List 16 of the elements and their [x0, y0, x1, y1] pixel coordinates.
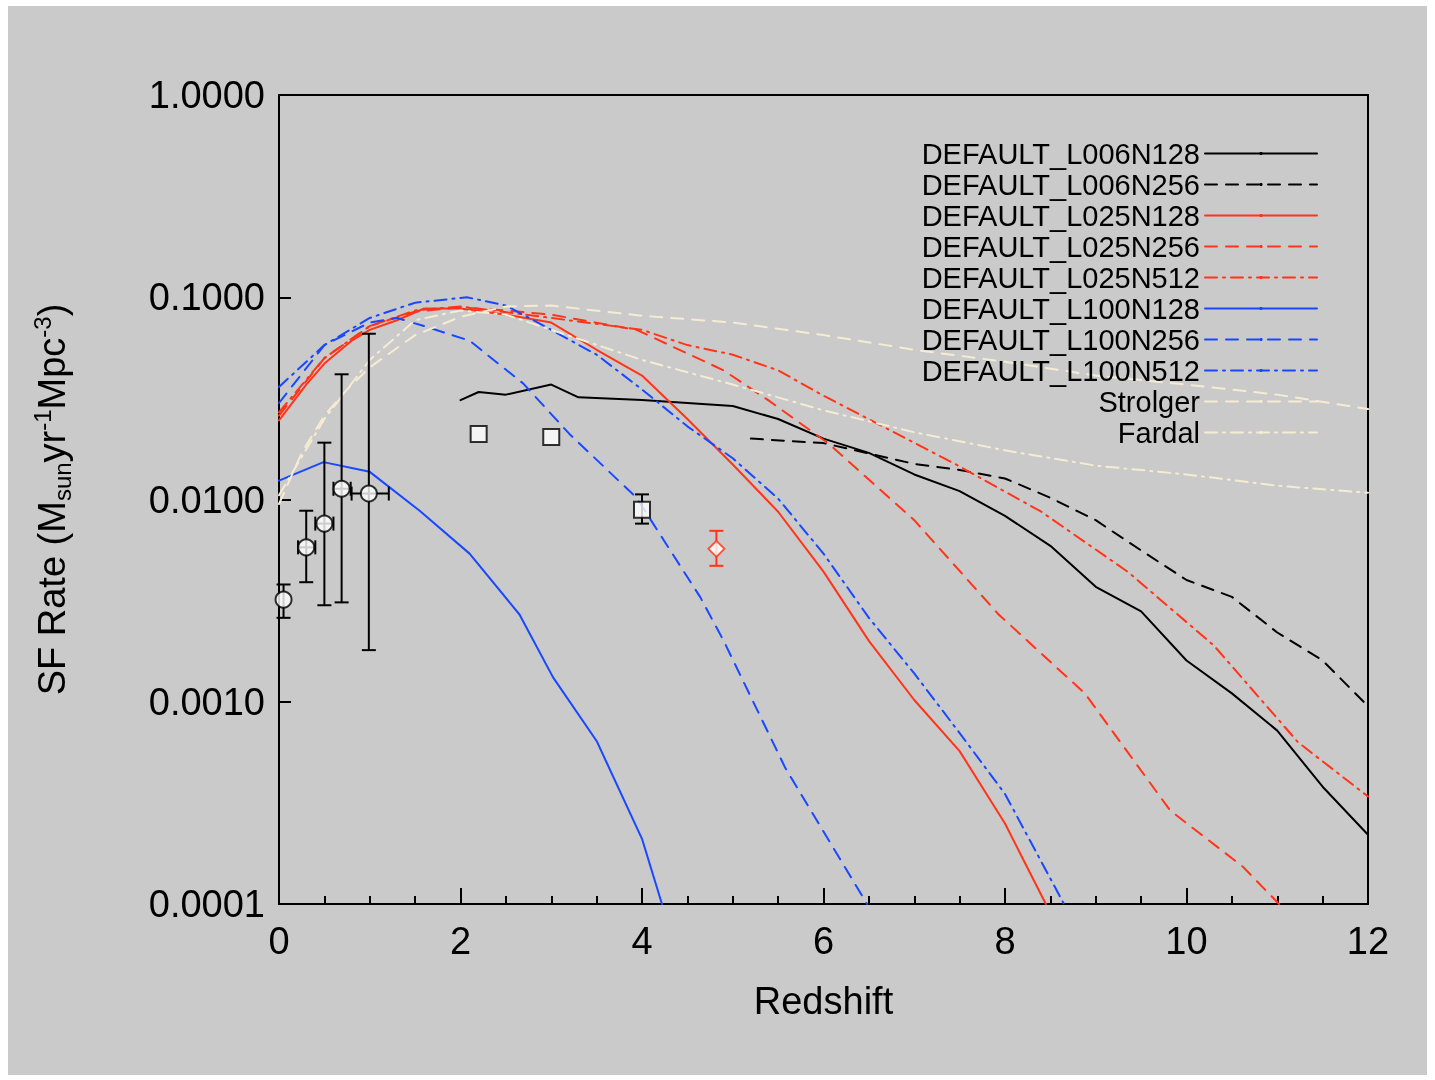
x-tick-label: 12 [1346, 920, 1390, 962]
y-tick-label: 0.0100 [148, 478, 265, 521]
x-tick-label: 6 [812, 920, 835, 962]
y-axis-title: SF Rate (Msunyr-1Mpc-3) [28, 303, 76, 696]
legend-label: Strolger [1098, 385, 1201, 418]
y-tick-label: 0.0001 [148, 883, 265, 925]
x-tick-label: 8 [994, 920, 1016, 962]
x-tick-label: 10 [1165, 920, 1208, 962]
y-tick-label: 0.1000 [148, 276, 265, 319]
y-tick-label: 1.0000 [148, 74, 265, 116]
x-tick-label: 0 [268, 920, 290, 962]
x-axis-title: Redshift [753, 980, 894, 1022]
legend-label: DEFAULT_L006N128 [921, 137, 1200, 170]
x-tick-label: 4 [631, 920, 653, 962]
x-tick-label: 2 [449, 920, 472, 962]
y-tick-label: 0.0010 [148, 680, 265, 723]
